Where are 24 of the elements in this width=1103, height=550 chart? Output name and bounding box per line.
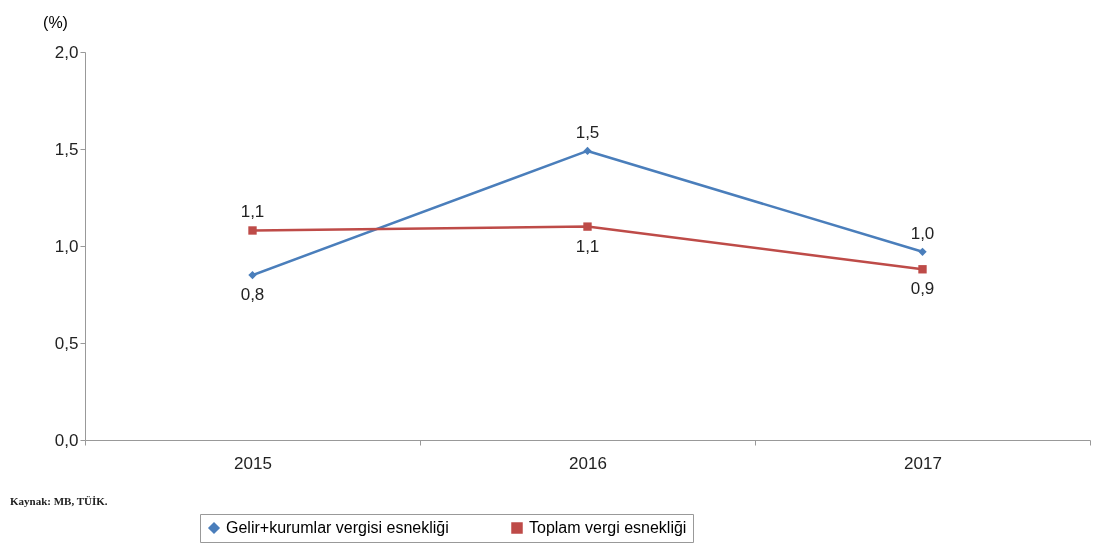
y-axis-title: (%) — [43, 13, 68, 31]
point — [583, 146, 592, 156]
point — [583, 222, 592, 231]
y-tick-label: 1,5 — [54, 139, 79, 159]
x-tick-label: 2016 — [569, 453, 607, 473]
x-tick-label: 2015 — [234, 453, 272, 473]
legend-label: Gelir+kurumlar vergisi esnekliği — [226, 519, 449, 536]
point — [918, 247, 927, 256]
y-tick-label: 1,0 — [54, 236, 79, 256]
data-label: 0,9 — [910, 279, 935, 299]
point — [248, 270, 257, 280]
data-label: 1,1 — [575, 236, 600, 256]
data-label: 1,5 — [575, 122, 600, 142]
point — [248, 226, 257, 235]
text: Kaynak: MB, TÜİK. — [10, 495, 108, 507]
data-label: 1,0 — [910, 223, 935, 243]
data-label: 0,8 — [240, 285, 265, 305]
y-tick-label: 0,5 — [54, 333, 79, 353]
x-tick-label: 2017 — [904, 453, 942, 473]
y-tick-label: 0,0 — [54, 430, 79, 450]
point — [918, 265, 927, 274]
legend-label: Toplam vergi esnekliği — [529, 519, 687, 536]
y-tick-label: 2,0 — [54, 42, 79, 62]
data-label: 1,1 — [240, 202, 265, 222]
